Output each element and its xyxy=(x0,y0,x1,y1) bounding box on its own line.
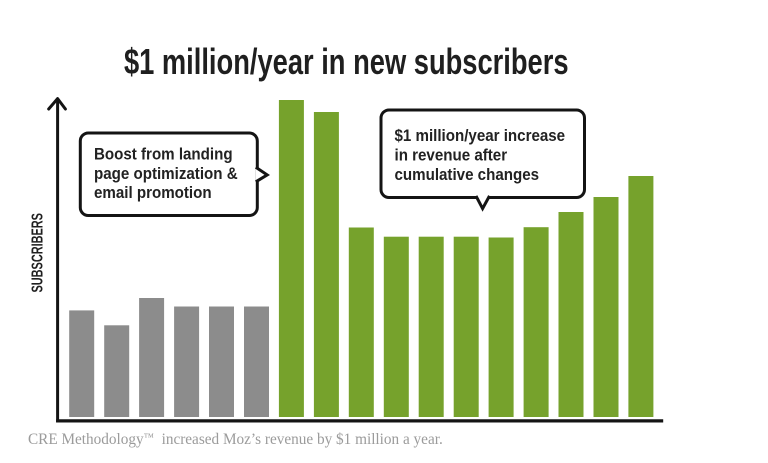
svg-text:SUBSCRIBERS: SUBSCRIBERS xyxy=(29,213,46,292)
svg-text:page optimization &: page optimization & xyxy=(94,164,238,183)
svg-text:email promotion: email promotion xyxy=(94,183,212,202)
svg-text:$1 million/year in new subscri: $1 million/year in new subscribers xyxy=(124,41,569,82)
svg-text:$1 million/year increase: $1 million/year increase xyxy=(395,126,566,145)
svg-text:in revenue after: in revenue after xyxy=(395,146,508,165)
svg-text:cumulative changes: cumulative changes xyxy=(395,165,540,184)
svg-text:Boost from landing: Boost from landing xyxy=(94,145,233,164)
svg-text:CRE Methodology™ increased Mo: CRE Methodology™ increased Moz’s revenue… xyxy=(28,431,443,448)
